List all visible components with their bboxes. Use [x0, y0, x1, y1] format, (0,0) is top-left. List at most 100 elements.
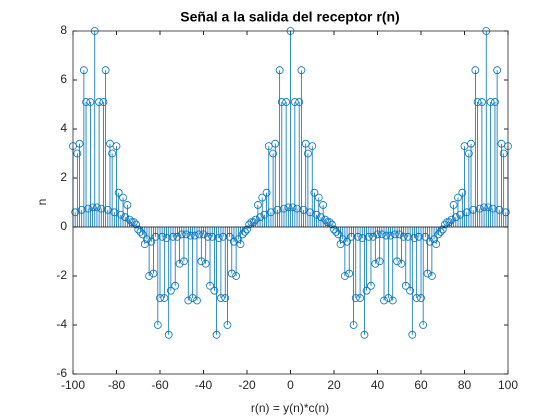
- stem-marker: [377, 230, 386, 239]
- stem-marker: [175, 259, 184, 268]
- y-tick-label: 4: [60, 121, 67, 135]
- stem-marker: [401, 281, 410, 290]
- stem-marker: [351, 294, 360, 302]
- stem-marker: [121, 213, 130, 222]
- stem-marker: [354, 232, 362, 241]
- x-tick-label: -100: [61, 378, 85, 392]
- stem-marker: [247, 218, 256, 227]
- y-tick-label: 8: [60, 23, 67, 37]
- stem-marker: [308, 142, 317, 151]
- x-axis-label: r(n) = y(n)*c(n): [251, 401, 329, 415]
- stem-marker: [369, 232, 378, 241]
- stem-marker: [314, 193, 323, 202]
- stem-marker: [280, 204, 288, 213]
- stem-marker: [477, 98, 486, 106]
- stem-marker: [160, 294, 169, 302]
- chart-title: Señal a la salida del receptor r(n): [180, 9, 399, 25]
- stem-marker: [454, 193, 462, 202]
- stem-marker: [449, 201, 458, 209]
- stem-marker: [486, 98, 495, 106]
- stem-marker: [145, 272, 154, 280]
- stem-marker: [164, 330, 173, 339]
- stem-marker: [432, 240, 441, 249]
- stem-marker: [166, 286, 175, 295]
- stem-marker: [423, 269, 432, 278]
- stem-marker: [256, 213, 264, 222]
- stem-marker: [288, 203, 297, 212]
- y-tick-label: -2: [56, 268, 67, 282]
- stem-marker: [86, 98, 95, 106]
- stem-marker: [338, 235, 347, 244]
- stem-marker: [499, 149, 508, 158]
- stem-marker: [173, 232, 182, 241]
- stem-marker: [132, 220, 140, 229]
- axes-box: [72, 30, 509, 375]
- x-tick-label: -60: [151, 378, 169, 392]
- stem-marker: [464, 149, 473, 158]
- stem-marker: [108, 149, 117, 158]
- stem-marker: [343, 237, 351, 246]
- y-tick-label: 2: [60, 170, 67, 184]
- stem-marker: [384, 294, 393, 302]
- stem-marker: [269, 149, 278, 158]
- stem-marker: [223, 321, 232, 329]
- stem-marker: [149, 269, 158, 278]
- stem-marker: [180, 257, 188, 266]
- stem-marker: [188, 294, 197, 302]
- x-tick-label: 100: [498, 378, 518, 392]
- stem-marker: [212, 330, 221, 339]
- stem-marker: [480, 203, 488, 212]
- stem-marker: [95, 98, 103, 106]
- stem-marker: [421, 232, 430, 241]
- stem-marker: [136, 227, 145, 236]
- stem-marker: [73, 149, 82, 158]
- stem-marker: [99, 98, 108, 106]
- stem-marker: [388, 296, 397, 305]
- stem-marker: [445, 218, 454, 227]
- stem-marker: [493, 66, 502, 75]
- stem-marker: [201, 259, 210, 268]
- stem-marker: [114, 188, 123, 197]
- stem-marker: [451, 213, 460, 222]
- stem-marker: [340, 272, 349, 280]
- stem-marker: [323, 218, 332, 227]
- stem-marker: [214, 234, 223, 242]
- stem-marker: [436, 227, 445, 236]
- stem-marker: [393, 257, 401, 266]
- stem-marker: [112, 142, 121, 151]
- stem-marker: [360, 330, 369, 339]
- stem-marker: [253, 201, 262, 209]
- stem-marker: [275, 66, 284, 75]
- stem-marker: [412, 294, 421, 302]
- stem-marker: [373, 230, 382, 239]
- stem-marker: [282, 98, 291, 106]
- stem-marker: [240, 227, 249, 236]
- stem-marker: [271, 139, 280, 148]
- stem-marker: [295, 98, 304, 106]
- stem-marker: [406, 286, 415, 295]
- stem-marker: [414, 232, 423, 241]
- stem-marker: [245, 220, 254, 229]
- stem-marker: [380, 296, 388, 305]
- stem-marker: [206, 281, 214, 290]
- stem-marker: [467, 139, 475, 148]
- y-axis-label: n: [35, 199, 49, 206]
- x-tick-label: 60: [414, 378, 428, 392]
- stem-marker: [177, 230, 186, 239]
- stem-marker: [375, 257, 384, 266]
- stem-marker: [364, 232, 373, 241]
- stem-marker: [325, 218, 334, 227]
- stem-marker: [362, 286, 371, 295]
- stem-marker: [186, 231, 195, 240]
- stem-marker: [441, 220, 449, 229]
- stem-marker: [221, 294, 230, 302]
- stem-marker: [417, 294, 425, 302]
- stem-marker: [195, 230, 204, 239]
- stem-marker: [151, 232, 160, 241]
- stem-marker: [251, 215, 260, 224]
- stem-marker: [349, 321, 358, 329]
- stem-marker: [419, 321, 428, 329]
- stem-marker: [317, 213, 325, 222]
- stem-marker: [123, 201, 132, 209]
- stem-marker: [134, 225, 143, 234]
